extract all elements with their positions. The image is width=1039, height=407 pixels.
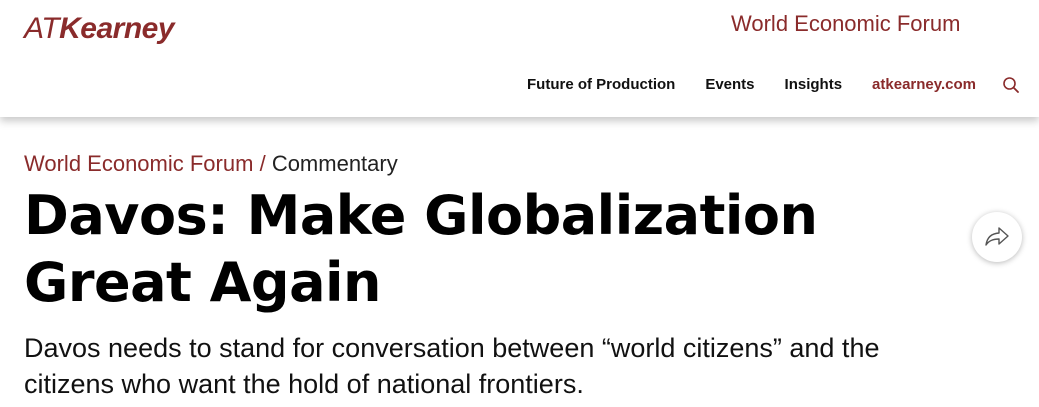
nav-item-events[interactable]: Events xyxy=(705,75,755,93)
breadcrumb-section-link[interactable]: World Economic Forum xyxy=(24,151,254,176)
breadcrumb: World Economic Forum / Commentary xyxy=(24,150,398,178)
nav-item-insights[interactable]: Insights xyxy=(784,75,843,93)
nav-item-atkearney[interactable]: atkearney.com xyxy=(872,75,976,93)
share-button[interactable] xyxy=(972,212,1022,262)
share-icon xyxy=(985,227,1009,246)
nav-item-future-of-production[interactable]: Future of Production xyxy=(527,75,676,93)
logo-prefix: AT xyxy=(24,12,60,45)
article-title: Davos: Make Globalization Great Again xyxy=(24,184,818,314)
breadcrumb-separator: / xyxy=(259,151,266,176)
article-subtitle: Davos needs to stand for conversation be… xyxy=(24,333,880,399)
section-link[interactable]: World Economic Forum xyxy=(731,11,961,36)
breadcrumb-current: Commentary xyxy=(271,151,398,176)
main-nav: Future of Production Events Insights atk… xyxy=(527,73,976,95)
search-icon[interactable] xyxy=(1001,75,1021,95)
logo[interactable]: ATKearney xyxy=(24,11,175,47)
site-header: ATKearney World Economic Forum Future of… xyxy=(0,0,1039,117)
logo-name: Kearney xyxy=(59,12,175,45)
